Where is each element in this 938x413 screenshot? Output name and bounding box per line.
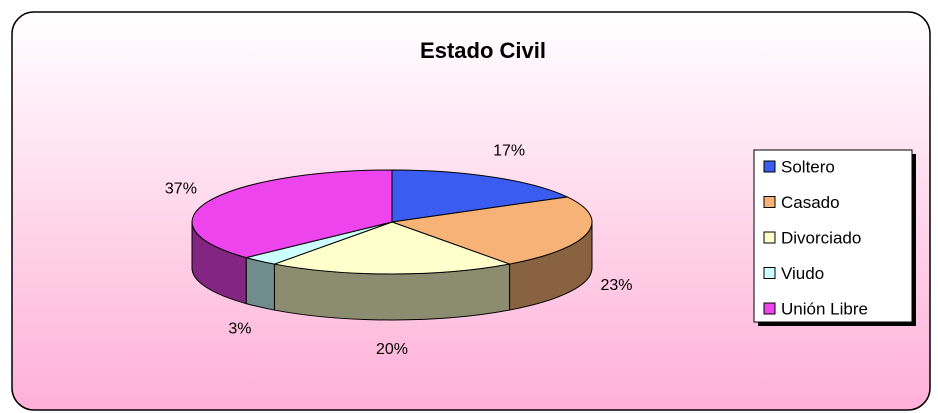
legend-box	[753, 149, 913, 323]
data-label: 20%	[376, 341, 408, 358]
legend-label: Divorciado	[781, 228, 861, 247]
data-label: 3%	[228, 321, 251, 338]
pie-slice	[391, 169, 569, 223]
legend-swatch	[763, 196, 776, 208]
legend-label: Unión Libre	[781, 299, 868, 318]
legend-swatch	[763, 231, 776, 244]
data-label: 17%	[493, 143, 525, 160]
legend-label: Viudo	[781, 264, 824, 283]
legend-swatch	[763, 302, 776, 315]
legend-label: Casado	[781, 193, 840, 212]
data-label: 23%	[600, 277, 632, 294]
pie-slice	[272, 221, 512, 275]
pie-slice	[391, 196, 593, 265]
legend-swatch	[763, 267, 776, 279]
pie-slice-side	[245, 256, 275, 311]
chart-title: Estado Civil	[420, 38, 546, 63]
data-label: 37%	[165, 181, 197, 198]
legend-swatch	[763, 160, 776, 173]
legend-label: Soltero	[781, 157, 835, 176]
pie-slice	[191, 169, 393, 259]
